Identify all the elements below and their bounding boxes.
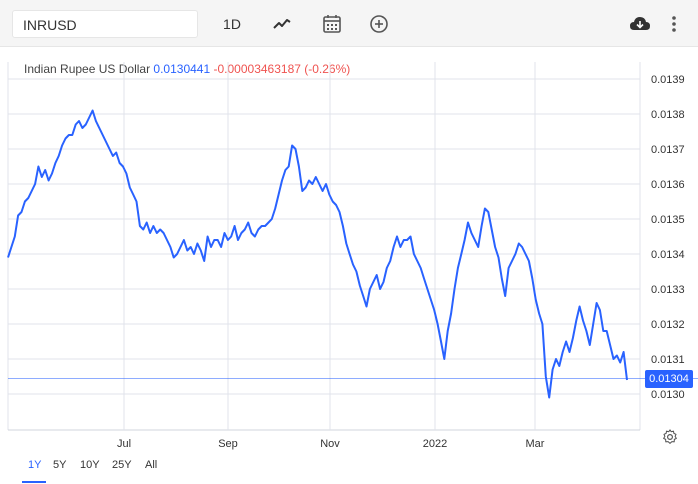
interval-button[interactable]: 1D [223,16,241,32]
chart-settings-gear-icon[interactable] [661,428,679,446]
y-tick-label: 0.0133 [651,284,685,296]
y-tick-label: 0.0138 [651,109,685,121]
legend-name: Indian Rupee US Dollar [24,62,151,76]
x-tick-label: Sep [218,438,238,450]
range-active-underline [22,481,46,483]
y-tick-label: 0.0130 [651,389,685,401]
price-chart[interactable]: 0.0139 0.0138 0.0137 0.0136 0.0135 0.0134 0.01… [0,47,698,453]
y-tick-label: 0.0131 [651,354,685,366]
y-tick-label: 0.0137 [651,144,685,156]
y-tick-label: 0.0134 [651,249,685,261]
cloud-download-icon[interactable] [628,12,652,36]
chart-toolbar: INRUSD 1D [0,0,698,47]
y-tick-label: 0.0132 [651,319,685,331]
chart-legend: Indian Rupee US Dollar 0.0130441 -0.0000… [24,62,350,76]
more-vert-icon[interactable] [662,12,686,36]
x-tick-label: Mar [526,438,545,450]
range-25y-button[interactable]: 25Y [112,459,132,471]
range-selector: 1Y 5Y 10Y 25Y All [0,429,698,484]
x-tick-label: 2022 [423,438,447,450]
range-10y-button[interactable]: 10Y [80,459,100,471]
plus-circle-icon[interactable] [367,12,391,36]
price-series-line [7,109,628,399]
range-5y-button[interactable]: 5Y [53,459,67,471]
x-tick-label: Nov [320,438,340,450]
range-all-button[interactable]: All [145,459,158,471]
legend-value: 0.0130441 [153,62,211,76]
calendar-icon[interactable] [320,12,344,36]
y-tick-label: 0.0135 [651,214,685,226]
chart-svg[interactable]: 0.0139 0.0138 0.0137 0.0136 0.0135 0.0134 0.01… [0,47,698,453]
range-1y-button[interactable]: 1Y [28,459,42,471]
y-tick-label: 0.0136 [651,179,685,191]
line-chart-icon[interactable] [270,12,294,36]
symbol-input[interactable]: INRUSD [12,10,198,38]
y-tick-label: 0.0139 [651,74,685,86]
last-price-tag: 0.01304 [645,369,693,388]
x-tick-label: Jul [117,438,131,450]
legend-change: -0.00003463187 (-0.26%) [213,62,351,76]
